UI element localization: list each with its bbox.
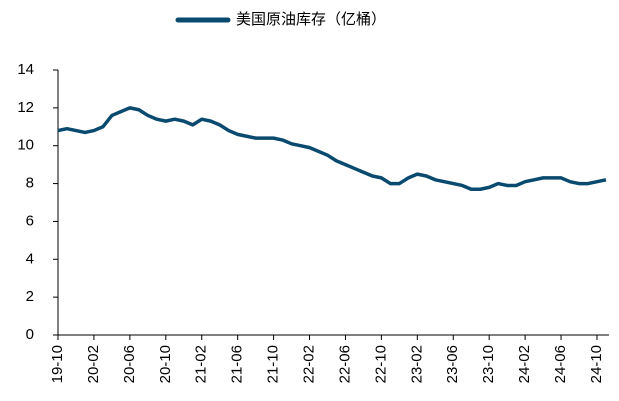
x-tick-label: 21-02 xyxy=(193,345,210,383)
x-tick-label: 21-10 xyxy=(265,345,282,383)
y-tick-label: 14 xyxy=(17,61,34,78)
series-line xyxy=(57,106,607,191)
y-tick-label: 0 xyxy=(26,326,34,343)
x-tick-label: 19-10 xyxy=(49,345,66,383)
x-tick-label: 23-06 xyxy=(444,345,461,383)
x-tick-label: 20-10 xyxy=(157,345,174,383)
y-tick-label: 2 xyxy=(26,288,34,305)
x-tick-label: 22-06 xyxy=(336,345,353,383)
y-tick-label: 10 xyxy=(17,137,34,154)
x-tick-label: 23-02 xyxy=(408,345,425,383)
x-tick-label: 20-06 xyxy=(121,345,138,383)
x-tick-label: 21-06 xyxy=(229,345,246,383)
y-tick-label: 12 xyxy=(17,99,34,116)
x-tick-label: 24-10 xyxy=(588,345,605,383)
x-tick-label: 24-06 xyxy=(552,345,569,383)
x-tick-label: 22-02 xyxy=(300,345,317,383)
x-tick-label: 24-02 xyxy=(516,345,533,383)
y-tick-label: 8 xyxy=(26,175,34,192)
x-tick-label: 20-02 xyxy=(85,345,102,383)
y-tick-label: 4 xyxy=(26,250,34,267)
legend-label: 美国原油库存（亿桶） xyxy=(236,11,386,28)
x-tick-label: 23-10 xyxy=(480,345,497,383)
x-tick-label: 22-10 xyxy=(372,345,389,383)
y-tick-label: 6 xyxy=(26,212,34,229)
